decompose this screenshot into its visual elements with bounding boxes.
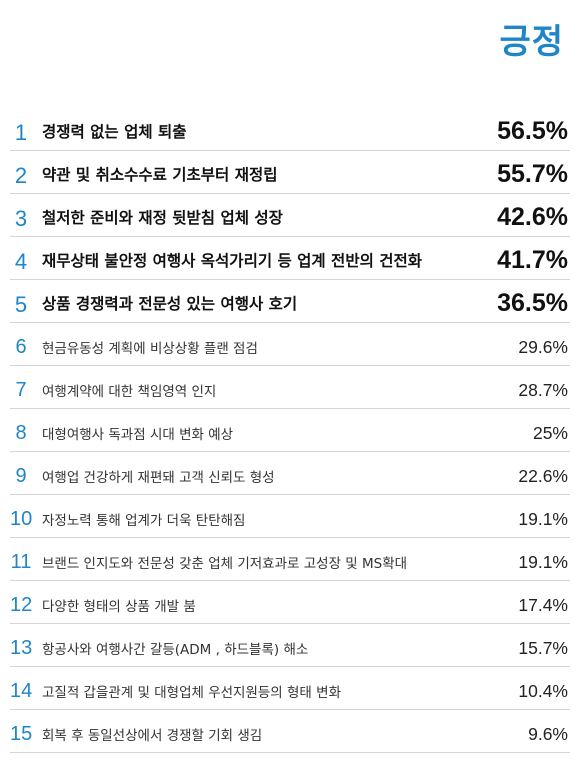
item-percentage: 22.6% [518,466,568,486]
item-percentage: 17.4% [518,595,568,615]
rank-number: 10 [10,508,33,530]
item-percentage: 42.6% [497,203,568,231]
item-label: 고질적 갑을관계 및 대형업체 우선지원등의 형태 변화 [42,685,341,701]
table-row: 4 재무상태 불안정 여행사 옥석가리기 등 업계 전반의 건전화 41.7% [10,237,570,280]
item-label: 자정노력 통해 업계가 더욱 탄탄해짐 [42,513,246,529]
item-percentage: 29.6% [518,337,568,357]
rank-number: 3 [14,206,28,231]
item-label: 대형여행사 독과점 시대 변화 예상 [42,427,234,443]
rank-number: 7 [15,379,27,401]
item-label: 회복 후 동일선상에서 경쟁할 기회 생김 [42,728,263,744]
table-row: 1 경쟁력 없는 업체 퇴출 56.5% [10,108,570,151]
table-row: 6 현금유동성 계획에 비상상황 플랜 점검 29.6% [10,323,570,366]
item-percentage: 25% [532,423,568,443]
item-percentage: 36.5% [497,289,568,317]
rank-number: 8 [15,422,27,444]
table-row: 9 여행업 건강하게 재편돼 고객 신뢰도 형성 22.6% [10,452,570,495]
rank-number: 12 [10,594,33,616]
item-label: 항공사와 여행사간 갈등(ADM , 하드블록) 해소 [42,642,309,658]
table-row: 5 상품 경쟁력과 전문성 있는 여행사 호기 36.5% [10,280,570,323]
item-label: 여행계약에 대한 책임영역 인지 [42,384,217,400]
item-percentage: 19.1% [518,552,568,572]
item-percentage: 56.5% [497,117,568,145]
chart-title: 긍정 [499,22,564,62]
item-percentage: 19.1% [518,509,568,529]
table-row: 10 자정노력 통해 업계가 더욱 탄탄해짐 19.1% [10,495,570,538]
table-row: 7 여행계약에 대한 책임영역 인지 28.7% [10,366,570,409]
rank-number: 6 [15,336,27,358]
item-label: 상품 경쟁력과 전문성 있는 여행사 호기 [42,295,298,313]
item-label: 재무상태 불안정 여행사 옥석가리기 등 업계 전반의 건전화 [42,252,423,270]
item-label: 브랜드 인지도와 전문성 갖춘 업체 기저효과로 고성장 및 MS확대 [42,556,408,572]
item-percentage: 15.7% [518,638,568,658]
item-label: 경쟁력 없는 업체 퇴출 [42,123,187,141]
item-percentage: 9.6% [528,724,568,744]
table-row: 2 약관 및 취소수수료 기초부터 재정립 55.7% [10,151,570,194]
rank-number: 5 [14,292,28,317]
table-row: 8 대형여행사 독과점 시대 변화 예상 25% [10,409,570,452]
table-row: 14 고질적 갑을관계 및 대형업체 우선지원등의 형태 변화 10.4% [10,667,570,710]
item-percentage: 28.7% [518,380,568,400]
table-row: 3 철저한 준비와 재정 뒷받침 업체 성장 42.6% [10,194,570,237]
rank-number: 14 [10,680,33,702]
item-percentage: 10.4% [518,681,568,701]
rank-number: 9 [15,465,27,487]
table-row: 13 항공사와 여행사간 갈등(ADM , 하드블록) 해소 15.7% [10,624,570,667]
item-label: 약관 및 취소수수료 기초부터 재정립 [42,166,278,184]
item-label: 다양한 형태의 상품 개발 붐 [42,599,196,615]
rank-number: 4 [14,249,28,274]
rank-number: 1 [14,120,28,145]
item-label: 현금유동성 계획에 비상상황 플랜 점검 [42,341,258,357]
ranking-list: 1 경쟁력 없는 업체 퇴출 56.5% 2 약관 및 취소수수료 기초부터 재정립 55… [10,108,570,753]
rank-number: 15 [10,723,33,745]
rank-number: 11 [10,551,32,573]
rank-number: 13 [10,637,33,659]
table-row: 15 회복 후 동일선상에서 경쟁할 기회 생김 9.6% [10,710,570,753]
table-row: 11 브랜드 인지도와 전문성 갖춘 업체 기저효과로 고성장 및 MS확대 19.… [10,538,570,581]
item-percentage: 41.7% [497,246,568,274]
item-percentage: 55.7% [497,160,568,188]
item-label: 철저한 준비와 재정 뒷받침 업체 성장 [42,209,283,227]
table-row: 12 다양한 형태의 상품 개발 붐 17.4% [10,581,570,624]
rank-number: 2 [14,163,28,188]
item-label: 여행업 건강하게 재편돼 고객 신뢰도 형성 [42,470,275,486]
